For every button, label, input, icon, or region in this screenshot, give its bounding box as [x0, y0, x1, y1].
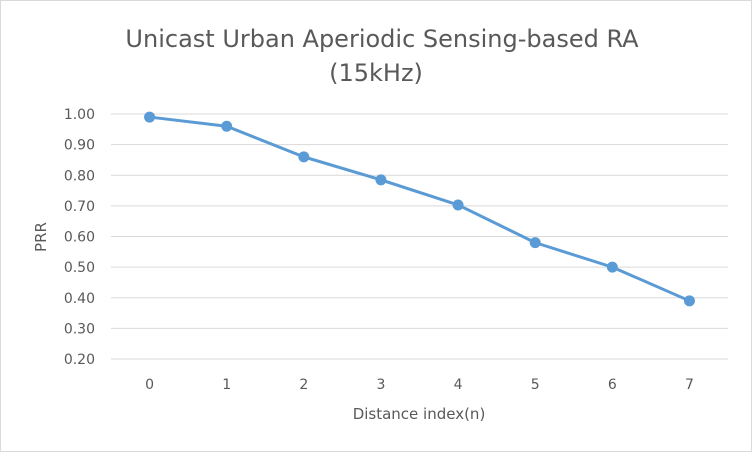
y-tick-label-4: 0.60: [64, 230, 95, 246]
x-tick-label-3: 3: [376, 377, 385, 393]
y-axis-ticks: 0.20 0.30 0.40 0.50 0.60 0.70 0.80 0.90 1.00: [64, 107, 95, 368]
y-tick-label-5: 0.70: [64, 199, 95, 215]
y-tick-label-1: 0.30: [64, 321, 95, 337]
y-tick-label-8: 1.00: [64, 107, 95, 123]
y-tick-label-3: 0.50: [64, 260, 95, 276]
y-tick-label-6: 0.80: [64, 168, 95, 184]
x-tick-label-5: 5: [531, 377, 540, 393]
x-axis-ticks: 0 1 2 3 4 5 6 7: [145, 377, 694, 393]
y-tick-label-2: 0.40: [64, 291, 95, 307]
y-tick-label-7: 0.90: [64, 138, 95, 154]
data-point-0-6: [606, 261, 618, 273]
x-tick-label-2: 2: [299, 377, 308, 393]
y-axis-label: PRR: [32, 222, 50, 252]
data-point-0-2: [298, 151, 310, 163]
x-tick-label-0: 0: [145, 377, 154, 393]
data-point-0-5: [529, 237, 541, 249]
data-point-0-1: [221, 120, 233, 132]
x-tick-label-1: 1: [222, 377, 231, 393]
series-layer: [144, 111, 695, 307]
x-axis-label: Distance index(n): [353, 405, 486, 423]
x-tick-label-7: 7: [685, 377, 694, 393]
data-point-0-3: [375, 174, 387, 186]
data-point-0-0: [144, 111, 156, 123]
x-tick-label-4: 4: [454, 377, 463, 393]
y-tick-label-0: 0.20: [64, 352, 95, 368]
series-line-0: [148, 115, 691, 303]
data-point-0-4: [452, 199, 464, 211]
chart-title-line-2: (15kHz): [329, 59, 423, 87]
chart-title-line-1: Unicast Urban Aperiodic Sensing-based RA: [125, 25, 639, 53]
grid-lines: [111, 113, 728, 360]
x-tick-label-6: 6: [608, 377, 617, 393]
data-point-0-7: [683, 295, 695, 307]
